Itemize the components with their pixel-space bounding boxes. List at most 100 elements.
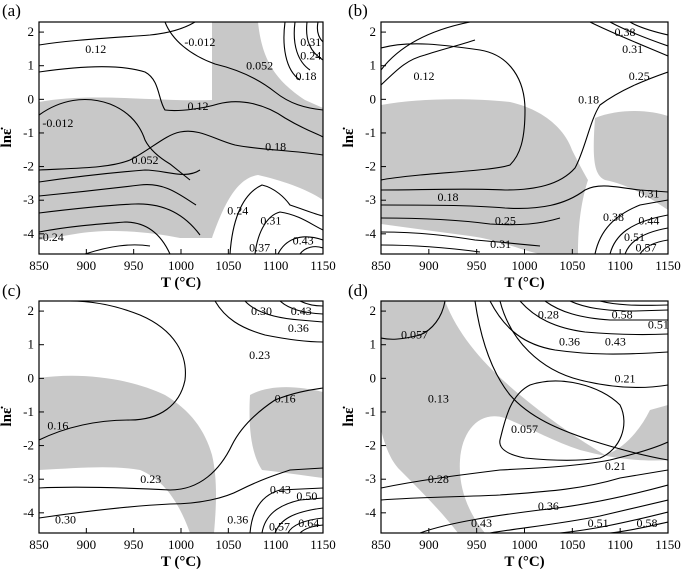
contour-line bbox=[499, 301, 668, 388]
contour-line bbox=[39, 98, 191, 181]
y-tick-label: 2 bbox=[28, 24, 35, 39]
panel-b: 0.38 0.31 0.12 0.25 0.18 0.31 0.18 0.25 0.38 0.44… bbox=[341, 1, 681, 291]
y-tick-label: -1 bbox=[365, 125, 376, 140]
y-tick-label: 0 bbox=[28, 91, 35, 106]
y-axis-title: lnε̇ bbox=[0, 406, 15, 427]
contour-label: 0.36 bbox=[538, 499, 559, 513]
contour-line bbox=[594, 199, 668, 254]
contour-line bbox=[214, 301, 323, 343]
x-tick-label: 1100 bbox=[607, 537, 633, 552]
contour-line bbox=[639, 239, 668, 254]
x-tick-label: 900 bbox=[77, 258, 97, 273]
y-tick-label: 2 bbox=[370, 24, 377, 39]
y-tick-label: -1 bbox=[23, 125, 34, 140]
contour-line bbox=[381, 244, 481, 253]
panel-a: 0.12 -0.012 0.310.240.0520.180.12-0.0120.1… bbox=[0, 1, 336, 291]
x-tick-label: 950 bbox=[124, 258, 144, 273]
contour-label: 0.30 bbox=[251, 304, 272, 318]
y-tick-label: 1 bbox=[28, 58, 35, 73]
y-tick-label: -2 bbox=[365, 438, 376, 453]
x-tick-label: 850 bbox=[29, 537, 49, 552]
panel-a-plot-area bbox=[39, 22, 323, 254]
contour-line bbox=[39, 169, 201, 183]
panel-label: (c) bbox=[2, 281, 21, 300]
contour-label: 0.25 bbox=[629, 69, 650, 83]
x-tick-label: 900 bbox=[419, 537, 439, 552]
axes: 850 900 950 1000 1050 1100 1150 2 1 0 -1 -2 -3 -4 T (°… bbox=[341, 303, 681, 570]
contour-line bbox=[283, 22, 301, 81]
contour-line bbox=[381, 441, 668, 489]
contour-line bbox=[316, 22, 323, 43]
contour-line bbox=[39, 22, 196, 46]
contour-lines bbox=[39, 301, 323, 533]
contour-label: 0.052 bbox=[132, 153, 159, 167]
y-tick-label: -4 bbox=[23, 505, 34, 520]
contour-label: 0.57 bbox=[269, 519, 290, 533]
x-tick-label: 1150 bbox=[655, 258, 681, 273]
contour-line bbox=[381, 301, 446, 340]
contour-label: 0.24 bbox=[227, 203, 248, 217]
y-tick-label: 0 bbox=[28, 370, 35, 385]
instability-region bbox=[381, 99, 588, 254]
contour-line bbox=[499, 380, 625, 461]
contour-labels: 0.30 0.43 0.36 0.23 0.16 0.16 0.23 0.43 0.50 0.30… bbox=[47, 304, 319, 533]
y-tick-label: -4 bbox=[23, 226, 34, 241]
y-axis-title: lnε̇ bbox=[341, 127, 357, 148]
instability-region bbox=[39, 22, 323, 240]
contour-label: 0.13 bbox=[428, 392, 449, 406]
x-tick-label: 1100 bbox=[263, 537, 289, 552]
contour-line bbox=[381, 231, 541, 247]
contour-label: 0.58 bbox=[612, 307, 633, 321]
contour-label: 0.18 bbox=[578, 92, 599, 106]
contour-label: -0.24 bbox=[39, 230, 64, 244]
contour-label: 0.21 bbox=[605, 459, 626, 473]
contour-line bbox=[381, 43, 526, 181]
y-tick-label: -3 bbox=[365, 471, 376, 486]
contour-line bbox=[489, 301, 668, 355]
contour-label: 0.43 bbox=[270, 482, 291, 496]
contour-line bbox=[277, 236, 323, 254]
x-tick-label: 1150 bbox=[310, 258, 336, 273]
panel-c: 0.30 0.43 0.36 0.23 0.16 0.16 0.23 0.43 0.50 0.30… bbox=[0, 281, 336, 570]
contour-line bbox=[381, 217, 561, 226]
contour-line bbox=[489, 499, 668, 533]
x-tick-label: 950 bbox=[467, 537, 487, 552]
contour-label: 0.43 bbox=[291, 304, 312, 318]
contour-label: 0.16 bbox=[275, 392, 296, 406]
contour-line bbox=[381, 185, 668, 209]
x-tick-label: 1000 bbox=[168, 537, 194, 552]
contour-line bbox=[39, 184, 197, 206]
instability-region bbox=[249, 387, 323, 478]
x-tick-label: 1050 bbox=[215, 537, 241, 552]
x-tick-label: 850 bbox=[371, 537, 391, 552]
x-tick-label: 850 bbox=[371, 258, 391, 273]
contour-label: 0.31 bbox=[490, 237, 511, 251]
contour-lines bbox=[381, 22, 668, 254]
contour-line bbox=[293, 22, 311, 71]
y-tick-label: -1 bbox=[365, 404, 376, 419]
panel-d: 0.28 0.58 0.51 0.057 0.36 0.43 0.21 0.13 0.057 0.… bbox=[341, 281, 681, 570]
x-axis-title: T (°C) bbox=[504, 554, 544, 570]
axes: 850 900 950 1000 1050 1100 1150 2 1 0 -1 -2 -3 -4 T (°… bbox=[0, 303, 336, 570]
contour-line bbox=[299, 246, 323, 254]
contour-label: 0.43 bbox=[293, 234, 314, 248]
contour-line bbox=[381, 469, 668, 501]
contour-line bbox=[306, 22, 323, 61]
contour-line bbox=[164, 22, 323, 111]
contour-line bbox=[39, 387, 323, 491]
contour-label: 0.51 bbox=[588, 516, 609, 530]
y-axis-title: lnε̇ bbox=[341, 406, 357, 427]
y-tick-label: -2 bbox=[23, 159, 34, 174]
contour-line bbox=[39, 467, 323, 519]
contour-line bbox=[39, 301, 186, 441]
contour-line bbox=[544, 301, 668, 321]
x-tick-label: 1000 bbox=[512, 537, 538, 552]
contour-line bbox=[419, 484, 668, 533]
contour-line bbox=[299, 301, 323, 307]
x-tick-label: 1150 bbox=[310, 537, 336, 552]
contour-label: 0.12 bbox=[414, 69, 435, 83]
panel-d-plot-area bbox=[381, 301, 668, 533]
contour-label: 0.18 bbox=[265, 139, 286, 153]
contour-label: 0.31 bbox=[300, 35, 321, 49]
